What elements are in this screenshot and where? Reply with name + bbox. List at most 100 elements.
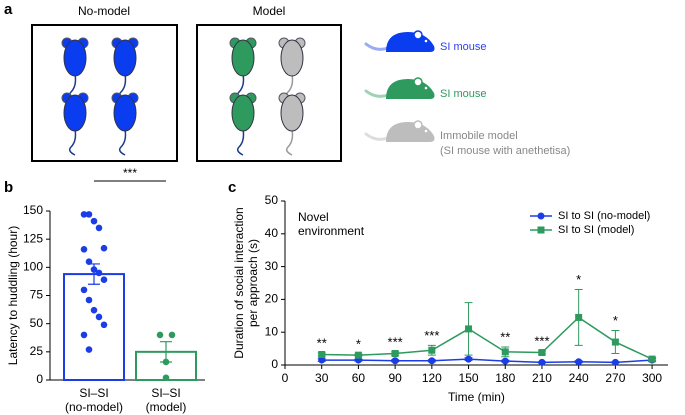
mouse-eye (424, 39, 428, 43)
x-tick-label: 0 (282, 371, 289, 385)
x-tick-label: 210 (532, 371, 552, 385)
y-tick-label: 0 (36, 372, 43, 386)
marker (575, 313, 583, 321)
x-tick-label: SI–SI (79, 386, 108, 400)
x-tick-label: 90 (388, 371, 402, 385)
series-line (321, 358, 653, 364)
data-point (85, 346, 93, 353)
y-tick-label: 30 (265, 259, 279, 273)
data-point (90, 306, 98, 314)
y-axis-label: Duration of social interaction (232, 207, 246, 358)
x-tick-label: 30 (315, 371, 329, 385)
mouse-icon (229, 37, 257, 101)
marker (538, 358, 546, 366)
x-tick-label: 300 (642, 371, 662, 385)
mouse-body (231, 39, 255, 77)
x-tick-label: 60 (352, 371, 366, 385)
legend-text: Immobile model (440, 130, 518, 142)
mouse-eye (424, 129, 428, 133)
significance-label: *** (424, 328, 439, 343)
x-tick-label: 270 (605, 371, 625, 385)
x-tick-label: 180 (495, 371, 515, 385)
significance-label: * (576, 272, 581, 287)
significance-label: * (356, 337, 361, 352)
mouse-body (231, 94, 255, 132)
mouse-body (386, 32, 435, 52)
mouse-body (386, 79, 435, 99)
data-point (90, 217, 98, 225)
y-tick-label: 10 (265, 324, 279, 338)
mouse-tail (68, 128, 77, 156)
mouse-eye (424, 86, 428, 90)
marker (318, 351, 326, 359)
x-tick-label: 120 (422, 371, 442, 385)
mouse-icon (229, 92, 257, 156)
legend-text: (SI mouse with anethetisa) (440, 145, 570, 157)
data-point (85, 296, 93, 304)
legend-label: SI to SI (model) (558, 224, 634, 236)
marker (501, 348, 509, 356)
mouse-icon (61, 92, 89, 156)
group-title: No-model (78, 4, 130, 18)
y-tick-label: 150 (23, 203, 43, 217)
marker (501, 357, 509, 365)
legend-label: SI to SI (no-model) (558, 210, 650, 222)
y-tick-label: 0 (271, 357, 278, 371)
data-point (95, 313, 103, 321)
data-point (100, 321, 108, 329)
y-tick-label: 50 (265, 193, 279, 207)
marker (538, 349, 546, 357)
y-tick-label: 50 (30, 316, 44, 330)
mouse-body (386, 122, 435, 142)
significance-label: *** (388, 334, 403, 349)
y-tick-label: 100 (23, 260, 43, 274)
mouse-body (63, 39, 87, 77)
y-tick-label: 40 (265, 226, 279, 240)
data-point (80, 211, 88, 218)
significance-label: *** (534, 333, 549, 348)
y-axis-label: per approach (s) (246, 239, 260, 327)
panel-label: a (4, 1, 13, 18)
legend-marker (537, 212, 545, 220)
mouse-body (280, 94, 304, 132)
significance-label: * (613, 313, 618, 328)
data-point (95, 224, 103, 232)
marker (391, 357, 399, 365)
x-tick-label: SI–SI (151, 386, 180, 400)
mouse-icon (278, 92, 306, 156)
legend-marker (537, 226, 545, 234)
marker (465, 325, 473, 333)
mouse-icon (111, 37, 139, 101)
mouse-ear (413, 77, 423, 87)
legend-text: SI mouse (440, 88, 486, 100)
marker (465, 355, 473, 363)
y-tick-label: 25 (30, 344, 44, 358)
group-title: Model (253, 4, 286, 18)
marker (428, 357, 436, 365)
y-tick-label: 20 (265, 292, 279, 306)
data-point (95, 269, 103, 277)
panel-label: b (4, 179, 13, 196)
mouse-body (63, 94, 87, 132)
data-point (156, 331, 164, 339)
mouse-body (113, 94, 137, 132)
group-box (196, 24, 342, 162)
mouse-ear (413, 120, 423, 130)
y-tick-label: 125 (23, 231, 43, 245)
data-point (80, 246, 88, 253)
panel-label: c (228, 179, 236, 196)
mouse-icon (364, 77, 435, 99)
mouse-tail (118, 128, 127, 156)
mouse-tail (285, 128, 294, 156)
mouse-icon (61, 37, 89, 101)
mouse-icon (364, 120, 435, 142)
mouse-ear (413, 30, 423, 40)
mouse-body (280, 39, 304, 77)
x-tick-label: (no-model) (65, 400, 123, 414)
x-tick-label: (model) (146, 400, 187, 414)
data-point (85, 211, 93, 218)
mouse-tail (364, 132, 390, 141)
data-point (162, 374, 170, 382)
data-point (90, 266, 98, 273)
